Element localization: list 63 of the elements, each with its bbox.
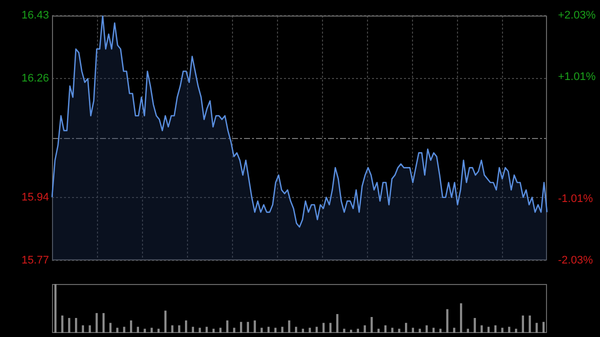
bar (384, 325, 387, 333)
bar (494, 325, 497, 333)
bar (96, 313, 98, 333)
bar (480, 325, 483, 333)
bar (254, 320, 256, 333)
bar (88, 325, 91, 333)
bar (68, 318, 70, 333)
bar (343, 328, 346, 333)
bar (171, 325, 174, 333)
bar (391, 328, 394, 333)
bar (54, 284, 57, 333)
y2-tick-label: -2.03% (558, 254, 594, 266)
y2-tick-label: -1.01% (558, 192, 594, 205)
bar (316, 326, 318, 333)
bar (74, 318, 78, 333)
bar (233, 328, 236, 333)
bar (206, 326, 208, 333)
bar (184, 320, 188, 333)
bar (536, 322, 538, 333)
bar (198, 328, 201, 333)
bar (329, 322, 332, 333)
bar (364, 325, 366, 333)
bar (336, 314, 338, 333)
bar (370, 316, 373, 333)
bar (308, 328, 311, 333)
bar (130, 320, 132, 333)
y2-tick-label: +1.01% (558, 71, 596, 84)
y-tick-label: 15.94 (21, 191, 49, 204)
bar (288, 320, 290, 333)
bar (542, 322, 545, 333)
bar (528, 316, 531, 333)
bar (164, 310, 167, 333)
bar (281, 326, 284, 333)
bar (508, 326, 510, 333)
bar (240, 322, 242, 333)
bar (144, 328, 146, 333)
bar (116, 328, 118, 333)
y-tick-label: 16.43 (21, 10, 49, 22)
bar (418, 328, 421, 333)
bar (322, 322, 325, 333)
y-tick-label: 16.26 (21, 72, 49, 85)
bar (82, 325, 84, 333)
bar (446, 309, 448, 333)
bar (150, 328, 153, 333)
bar (178, 325, 180, 333)
bar (61, 316, 64, 333)
bar (398, 328, 400, 333)
bar (246, 322, 250, 333)
y-tick-label: 15.77 (21, 254, 49, 266)
bar (260, 328, 263, 333)
bar (460, 303, 462, 333)
bar (102, 313, 105, 333)
bar (109, 322, 112, 333)
bar (474, 318, 476, 333)
bar (123, 326, 126, 333)
bar (426, 325, 428, 333)
bar (522, 316, 524, 333)
bar (404, 322, 408, 333)
bar (226, 320, 228, 333)
y2-tick-label: +2.03% (558, 10, 596, 22)
bar (453, 328, 456, 333)
bar (350, 330, 352, 333)
bar (501, 328, 504, 333)
